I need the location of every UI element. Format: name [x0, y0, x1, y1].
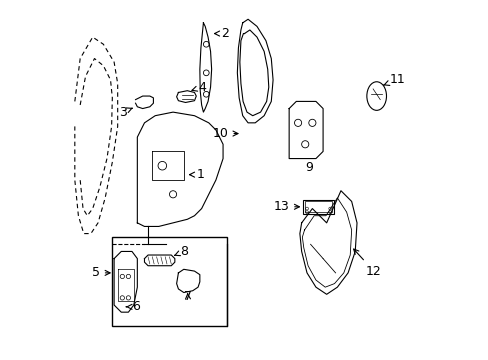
Text: 2: 2	[214, 27, 229, 40]
Text: 1: 1	[189, 168, 203, 181]
Text: 5: 5	[92, 266, 110, 279]
Text: 11: 11	[383, 73, 404, 86]
Text: 8: 8	[174, 245, 188, 258]
Bar	[303, 200, 333, 214]
Text: 12: 12	[353, 249, 381, 278]
Bar	[305, 202, 331, 212]
Text: 9: 9	[304, 161, 312, 174]
Bar	[112, 237, 226, 327]
Text: 10: 10	[212, 127, 238, 140]
Text: 7: 7	[183, 289, 191, 303]
Text: 6: 6	[126, 300, 140, 313]
Text: 13: 13	[273, 200, 299, 213]
Text: 4: 4	[192, 81, 205, 94]
Text: 3: 3	[119, 105, 132, 119]
